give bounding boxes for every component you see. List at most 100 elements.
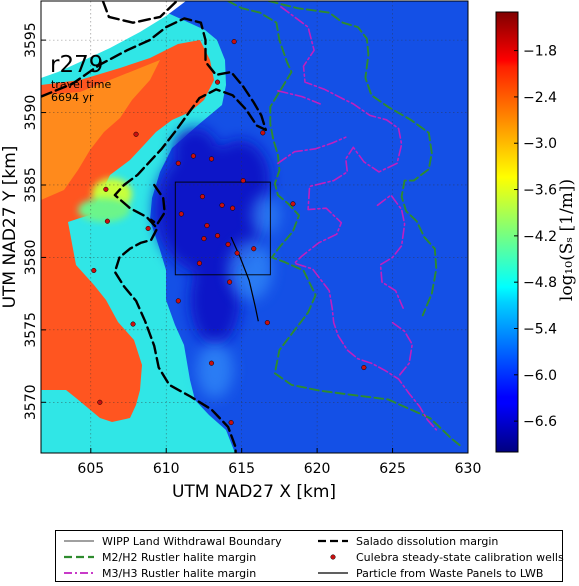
travel-time-label: travel time <box>51 78 111 91</box>
well-marker <box>240 178 246 184</box>
well-marker <box>97 399 103 405</box>
well-marker <box>103 186 109 192</box>
legend-item-calibration-wells: Culebra steady-state calibration wells <box>318 548 564 566</box>
well-marker <box>234 250 240 256</box>
legend-item-salado-margin: Salado dissolution margin <box>318 532 498 550</box>
m3h3-margin-line <box>277 136 347 165</box>
y-axis-ticks: 3570 3575 3580 3585 3590 3595 <box>23 22 46 420</box>
well-marker <box>208 360 215 366</box>
legend-item-particle-path: Particle from Waste Panels to LWB <box>318 564 543 582</box>
legend-label-particle-path: Particle from Waste Panels to LWB <box>356 566 544 580</box>
well-marker <box>214 233 221 239</box>
well-marker <box>204 223 210 229</box>
x-tick-label: 615 <box>228 461 255 477</box>
wipp-land-withdrawal-boundary <box>174 181 271 276</box>
well-marker <box>228 420 234 426</box>
colorbar-tick-label: −6.6 <box>523 414 557 430</box>
y-tick-label: 3570 <box>23 384 39 420</box>
m2h2-margin-line <box>267 1 438 317</box>
colorbar-tick-label: −3.0 <box>523 136 557 152</box>
legend: WIPP Land Withdrawal Boundary Salado dis… <box>55 530 564 582</box>
well-marker <box>251 246 257 252</box>
x-tick-label: 630 <box>455 461 482 477</box>
legend-dashdot-magenta-icon <box>64 572 94 574</box>
legend-line-solid-icon <box>318 572 348 574</box>
x-axis-label: UTM NAD27 X [km] <box>172 482 336 502</box>
well-marker <box>230 205 236 211</box>
y-tick-label: 3580 <box>23 240 39 276</box>
well-marker <box>145 225 151 231</box>
legend-item-m2h2-margin: M2/H2 Rustler halite margin <box>64 548 256 566</box>
legend-label-calibration-wells: Culebra steady-state calibration wells <box>356 550 564 564</box>
m2h2-halite-margin <box>227 1 462 447</box>
colorbar-tick-label: −4.2 <box>523 229 557 245</box>
y-tick-label: 3585 <box>23 167 39 203</box>
y-tick-label: 3575 <box>23 312 39 348</box>
heatmap-orange-zone <box>41 60 160 200</box>
well-marker <box>214 79 221 85</box>
x-tick-label: 610 <box>153 461 180 477</box>
well-marker <box>196 260 202 266</box>
legend-label-m3h3-margin: M3/H3 Rustler halite margin <box>102 566 257 580</box>
well-marker <box>199 194 205 200</box>
m3h3-margin-line <box>376 194 406 309</box>
legend-red-dot-icon <box>330 554 336 560</box>
legend-label-salado-margin: Salado dissolution margin <box>356 534 499 548</box>
well-marker <box>178 211 184 217</box>
colorbar-tick-label: −2.4 <box>523 90 557 106</box>
x-tick-label: 620 <box>304 461 331 477</box>
x-axis-ticks: 605 610 615 620 625 630 <box>77 448 481 477</box>
m3h3-halite-margin <box>277 6 438 431</box>
well-marker <box>190 153 196 159</box>
well-marker <box>208 156 215 162</box>
colorbar-ticks: −1.8 −2.4 −3.0 −3.6 −4.2 −4.8 −5.4 −6.0 −6.6 <box>514 44 557 430</box>
salado-margin-line <box>149 183 166 226</box>
legend-dashed-black-icon <box>318 539 348 543</box>
colorbar-label: log₁₀(Sₛ [1/m]) <box>557 179 577 301</box>
colorbar-tick-label: −3.6 <box>523 183 557 199</box>
colorbar-tick-label: −4.8 <box>523 275 557 291</box>
well-marker <box>225 241 231 247</box>
heatmap-dark-core <box>155 128 270 345</box>
y-tick-label: 3595 <box>23 22 39 58</box>
realization-label: r279 <box>50 52 103 78</box>
well-marker <box>290 201 296 207</box>
x-tick-label: 625 <box>379 461 406 477</box>
well-marker <box>219 202 225 208</box>
legend-line-thin-icon <box>64 540 94 542</box>
colorbar-tick-label: −6.0 <box>523 368 557 384</box>
well-marker <box>260 130 266 136</box>
m3h3-margin-line <box>391 321 414 378</box>
well-marker <box>133 131 139 137</box>
calibration-wells <box>91 39 367 426</box>
salado-margin-line <box>41 17 267 453</box>
well-marker <box>227 279 233 285</box>
well-marker <box>175 298 181 304</box>
salado-margin-line <box>101 1 179 24</box>
colorbar <box>495 11 519 453</box>
y-axis-label: UTM NAD27 Y [km] <box>0 146 20 309</box>
legend-item-m3h3-margin: M3/H3 Rustler halite margin <box>64 564 256 582</box>
legend-dashed-green-icon <box>64 555 94 559</box>
salado-dissolution-margin <box>41 1 267 453</box>
legend-label-m2h2-margin: M2/H2 Rustler halite margin <box>102 550 257 564</box>
y-tick-label: 3590 <box>23 95 39 131</box>
plot-frame <box>40 0 469 454</box>
well-marker <box>175 160 181 166</box>
heatmap-green-halo <box>78 198 130 222</box>
well-marker <box>231 39 237 45</box>
colorbar-tick-label: −1.8 <box>523 44 557 60</box>
well-marker <box>130 321 136 327</box>
colorbar-tick-label: −5.4 <box>523 321 557 337</box>
legend-label-wipp-boundary: WIPP Land Withdrawal Boundary <box>102 534 282 548</box>
well-marker <box>104 218 110 224</box>
travel-time-value: 6694 yr <box>51 91 94 104</box>
m3h3-margin-line <box>277 90 321 105</box>
well-marker <box>264 320 270 326</box>
well-marker <box>201 236 207 242</box>
well-marker <box>91 267 97 274</box>
well-marker <box>361 364 367 371</box>
x-tick-label: 605 <box>77 461 104 477</box>
m3h3-margin-line <box>280 6 438 431</box>
legend-item-wipp-boundary: WIPP Land Withdrawal Boundary <box>64 532 282 550</box>
